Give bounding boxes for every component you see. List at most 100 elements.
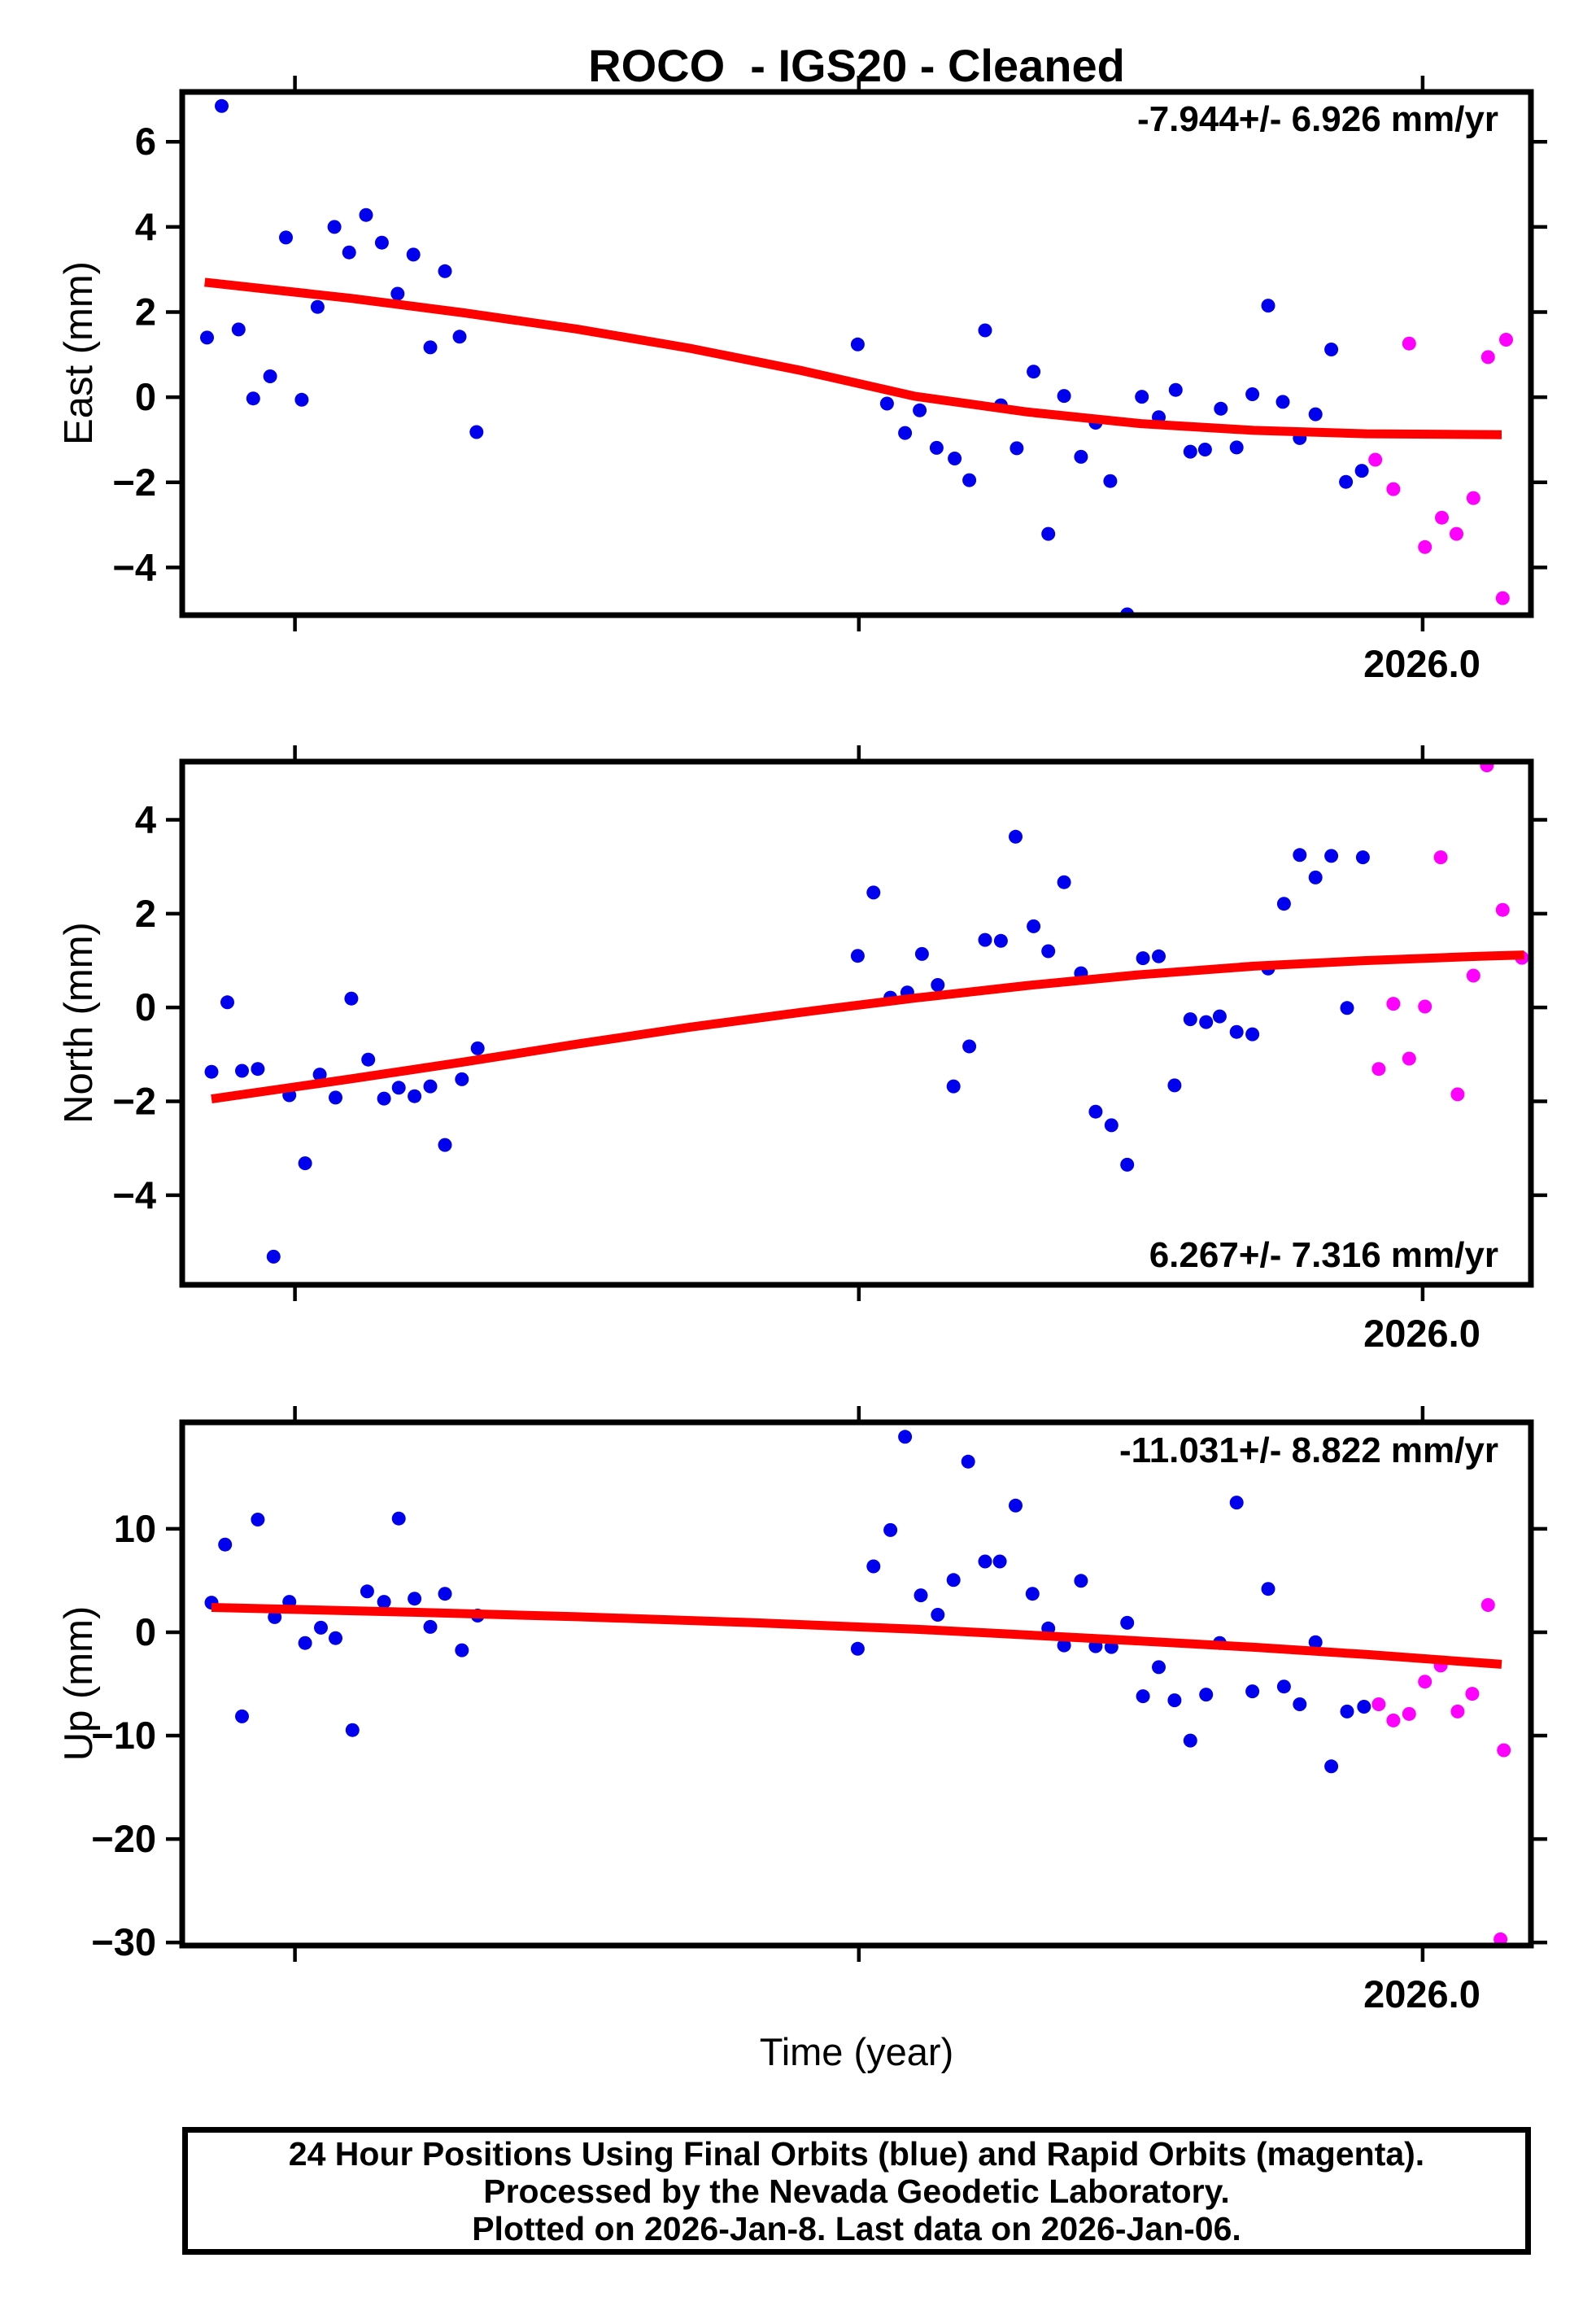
final_orbits-data-point [215, 98, 229, 113]
north-y-tick-label: 0 [135, 985, 156, 1029]
final_orbits-data-point [438, 1587, 452, 1601]
rapid_orbits-data-point [1402, 1706, 1416, 1721]
final_orbits-data-point [948, 452, 962, 465]
final_orbits-data-point [344, 991, 359, 1006]
rapid_orbits-data-point [1450, 1704, 1465, 1719]
final_orbits-data-point [263, 369, 277, 383]
rapid_orbits-data-point [1497, 1743, 1511, 1758]
caption-line-2: Processed by the Nevada Geodetic Laborat… [483, 2172, 1230, 2210]
final_orbits-data-point [312, 1068, 327, 1082]
final_orbits-data-point [220, 995, 234, 1010]
final_orbits-data-point [359, 207, 373, 222]
final_orbits-data-point [455, 1072, 469, 1086]
final_orbits-data-point [1229, 440, 1244, 455]
final_orbits-data-point [1027, 365, 1041, 379]
final_orbits-data-point [1057, 389, 1071, 404]
final_orbits-data-point [1245, 387, 1260, 401]
final_orbits-data-point [850, 1641, 865, 1656]
up-rate-annotation: -11.031+/- 8.822 mm/yr [1119, 1430, 1498, 1470]
rapid_orbits-data-point [1435, 510, 1449, 525]
final_orbits-data-point [423, 340, 438, 355]
caption-line-3: Plotted on 2026-Jan-8. Last data on 2026… [472, 2209, 1241, 2247]
final_orbits-data-point [1340, 1704, 1354, 1719]
final_orbits-data-point [1261, 1582, 1275, 1596]
final_orbits-data-point [314, 1620, 328, 1635]
final_orbits-data-point [931, 1608, 945, 1622]
rapid_orbits-data-point [1386, 1713, 1401, 1727]
final_orbits-data-point [1183, 1733, 1197, 1748]
final_orbits-data-point [961, 1454, 975, 1469]
final_orbits-data-point [423, 1619, 438, 1634]
final_orbits-data-point [406, 247, 421, 262]
final_orbits-data-point [866, 885, 881, 900]
up-xaxis-tick-label: 2026.0 [1363, 1972, 1480, 2016]
final_orbits-data-point [452, 330, 467, 344]
final_orbits-data-point [1168, 382, 1183, 397]
east-y-tick-label: 4 [135, 205, 156, 248]
final_orbits-data-point [1136, 1689, 1150, 1704]
east-trend-line [204, 277, 1502, 439]
final_orbits-data-point [345, 1723, 360, 1737]
final_orbits-data-point [377, 1091, 391, 1106]
final_orbits-data-point [879, 396, 894, 411]
final_orbits-data-point [1357, 1700, 1371, 1714]
final_orbits-data-point [218, 1537, 233, 1552]
final_orbits-data-point [978, 1554, 992, 1569]
rapid_orbits-data-point [1418, 1675, 1432, 1689]
final_orbits-data-point [1074, 449, 1088, 464]
final_orbits-data-point [327, 220, 342, 234]
final_orbits-data-point [235, 1063, 249, 1078]
up-panel-frame [179, 1419, 1534, 1949]
final_orbits-data-point [1009, 829, 1023, 844]
final_orbits-data-point [898, 426, 913, 440]
north-panel-frame [179, 758, 1534, 1288]
final_orbits-data-point [329, 1090, 342, 1105]
final_orbits-data-point [438, 264, 452, 278]
final_orbits-data-point [360, 1584, 374, 1599]
final_orbits-data-point [1354, 464, 1369, 478]
final_orbits-data-point [268, 1609, 282, 1624]
final_orbits-data-point [993, 933, 1008, 948]
final_orbits-data-point [246, 391, 260, 406]
rapid_orbits-data-point [1386, 997, 1401, 1011]
final_orbits-data-point [1199, 1015, 1214, 1029]
final_orbits-data-point [266, 1249, 281, 1264]
final_orbits-data-point [279, 230, 293, 245]
final_orbits-data-point [1041, 526, 1056, 541]
north-rate-annotation: 6.267+/- 7.316 mm/yr [1149, 1235, 1498, 1275]
final_orbits-data-point [1212, 1009, 1227, 1024]
final_orbits-data-point [310, 299, 325, 314]
final_orbits-data-point [1103, 474, 1118, 488]
final_orbits-data-point [962, 473, 977, 487]
rapid_orbits-data-point [1495, 902, 1510, 917]
final_orbits-data-point [1340, 1001, 1354, 1015]
final_orbits-data-point [1324, 849, 1339, 863]
rapid_orbits-data-point [1466, 491, 1480, 505]
final_orbits-data-point [470, 1041, 485, 1055]
final_orbits-data-point [1197, 443, 1212, 456]
caption-box: 24 Hour Positions Using Final Orbits (bl… [182, 2127, 1531, 2255]
final_orbits-data-point [1324, 1759, 1339, 1774]
final_orbits-data-point [850, 337, 865, 352]
final_orbits-data-point [946, 1079, 961, 1094]
final_orbits-data-point [391, 1511, 406, 1526]
final_orbits-data-point [361, 1052, 376, 1067]
east-y-tick-label: −2 [112, 461, 156, 504]
north-xaxis-tick-label: 2026.0 [1363, 1312, 1480, 1355]
final_orbits-data-point [1293, 848, 1307, 863]
final_orbits-data-point [1293, 1697, 1307, 1711]
final_orbits-data-point [1025, 1587, 1040, 1601]
final_orbits-data-point [978, 323, 992, 338]
final_orbits-data-point [1152, 1660, 1166, 1675]
final_orbits-data-point [931, 978, 945, 992]
final_orbits-data-point [298, 1636, 312, 1650]
north-y-tick-label: 2 [135, 892, 156, 935]
rapid_orbits-data-point [1494, 1932, 1508, 1946]
rapid_orbits-data-point [1402, 1051, 1416, 1066]
rapid_orbits-data-point [1433, 850, 1448, 865]
final_orbits-data-point [1074, 1574, 1088, 1588]
east-panel-frame [179, 89, 1534, 618]
east-rate-annotation: -7.944+/- 6.926 mm/yr [1137, 99, 1498, 139]
final_orbits-data-point [850, 949, 865, 963]
